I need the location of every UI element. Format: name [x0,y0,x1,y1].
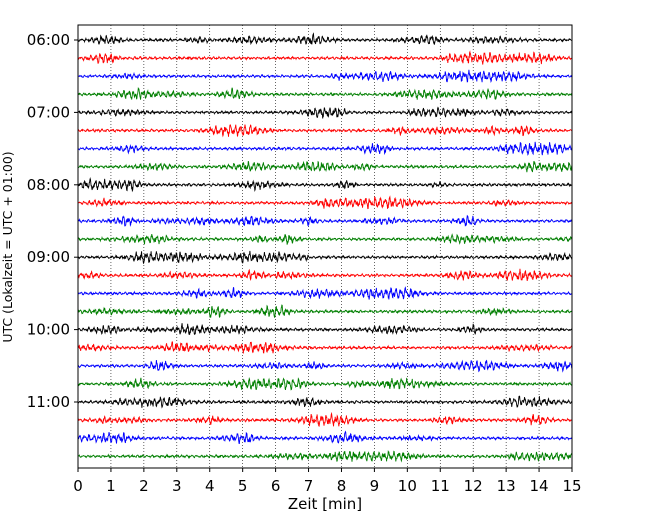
trace-line [77,50,573,65]
x-tick-label: 4 [205,477,215,495]
plot-frame [77,24,573,469]
x-tick-label: 15 [562,477,581,495]
trace-line [77,395,573,409]
trace-line [77,286,573,300]
trace-line [77,430,573,444]
trace-line [77,450,573,463]
trace-line [77,124,573,138]
y-tick-label: 06:00 [27,31,70,49]
x-axis-label: Zeit [min] [288,495,362,513]
x-tick-label: 8 [337,477,347,495]
y-tick-label: 09:00 [27,248,70,266]
x-tick-label: 1 [106,477,116,495]
y-tick-label: 10:00 [27,321,70,339]
y-tick-label: 08:00 [27,176,70,194]
trace-line [77,69,573,83]
x-tick-label: 9 [370,477,380,495]
trace-line [77,106,573,119]
trace-line [77,177,573,193]
trace-line [77,323,573,336]
x-tick-label: 0 [73,477,83,495]
x-tick-label: 14 [530,477,549,495]
seismic-traces [77,32,573,463]
x-tick-label: 7 [304,477,314,495]
x-tick-label: 12 [464,477,483,495]
trace-line [77,304,573,319]
trace-line [78,411,573,427]
trace-line [77,141,573,156]
y-axis-ticks: 06:00 07:00 08:00 09:00 10:00 11:00 [27,31,78,411]
x-tick-label: 13 [497,477,516,495]
plot-background [78,25,572,468]
x-tick-label: 5 [238,477,248,495]
grid-lines [110,25,540,468]
trace-line [77,32,573,46]
trace-line [77,87,573,100]
x-tick-label: 6 [271,477,281,495]
y-axis-label: UTC (Lokalzeit = UTC + 01:00) [0,151,15,342]
trace-line [77,359,573,373]
x-tick-label: 11 [431,477,450,495]
x-tick-label: 2 [139,477,149,495]
trace-line [77,250,573,264]
trace-line [77,214,573,227]
y-tick-label: 07:00 [27,103,70,121]
x-tick-label: 10 [398,477,417,495]
x-tick-label: 3 [172,477,182,495]
x-axis-ticks: 0 1 2 3 4 5 6 7 8 9 10 11 12 13 14 15 [73,468,582,495]
trace-line [77,233,573,245]
y-tick-label: 11:00 [27,393,70,411]
trace-line [77,160,573,173]
trace-line [77,268,573,282]
trace-line [77,195,573,210]
trace-line [77,340,573,354]
trace-line [77,376,573,391]
